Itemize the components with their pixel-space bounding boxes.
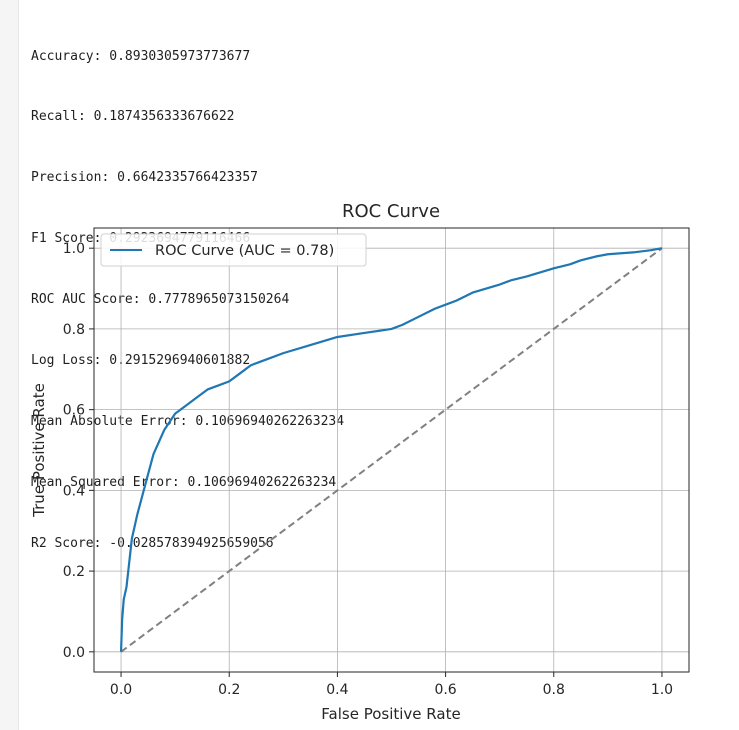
y-tick-label: 0.0 bbox=[63, 645, 85, 661]
x-tick-label: 0.2 bbox=[218, 682, 240, 698]
metric-line-precision: Precision: 0.6642335766423357 bbox=[31, 170, 258, 186]
x-tick-label: 0.8 bbox=[543, 682, 565, 698]
y-tick-label: 0.8 bbox=[63, 322, 85, 338]
metric-line-roc-auc: ROC AUC Score: 0.7778965073150264 bbox=[31, 292, 290, 308]
metric-line-mse: Mean Squared Error: 0.10696940262263234 bbox=[31, 474, 337, 490]
y-tick-label: 0.2 bbox=[63, 564, 85, 580]
x-axis-title: False Positive Rate bbox=[321, 705, 460, 723]
y-tick-label: 0.4 bbox=[63, 483, 85, 499]
x-tick-label: 0.0 bbox=[110, 682, 132, 698]
x-tick-label: 0.6 bbox=[434, 682, 456, 698]
axis-ticks: 0.0 0.2 0.4 0.6 0.8 1.0 0.0 0.2 0.4 0.6 0.8 1.0 bbox=[63, 241, 673, 698]
metric-line-log-loss: Log Loss: 0.2915296940601882 bbox=[31, 353, 251, 369]
metric-line-recall: Recall: 0.1874356333676622 bbox=[31, 109, 235, 125]
y-tick-label: 0.6 bbox=[63, 403, 85, 419]
roc-curve-line bbox=[119, 247, 663, 652]
chance-diagonal-line bbox=[120, 247, 663, 653]
metrics-output: Accuracy: 0.8930305973773677 Recall: 0.1… bbox=[31, 6, 344, 574]
y-tick-label: 1.0 bbox=[63, 241, 85, 257]
plot-frame bbox=[93, 227, 690, 673]
chart-title: ROC Curve bbox=[342, 201, 440, 222]
legend: ROC Curve (AUC = 0.78) bbox=[100, 233, 367, 267]
metric-line-mae: Mean Absolute Error: 0.10696940262263234 bbox=[31, 413, 345, 429]
cell-gutter bbox=[0, 0, 19, 730]
legend-box bbox=[100, 233, 367, 267]
legend-label-roc: ROC Curve (AUC = 0.78) bbox=[155, 243, 334, 259]
x-tick-label: 0.4 bbox=[326, 682, 348, 698]
metric-line-accuracy: Accuracy: 0.8930305973773677 bbox=[31, 48, 251, 64]
metric-line-r2: R2 Score: -0.028578394925659056 bbox=[31, 535, 274, 551]
y-axis-title: True Positive Rate bbox=[30, 383, 48, 518]
x-tick-label: 1.0 bbox=[651, 682, 673, 698]
plot-series bbox=[119, 247, 663, 653]
